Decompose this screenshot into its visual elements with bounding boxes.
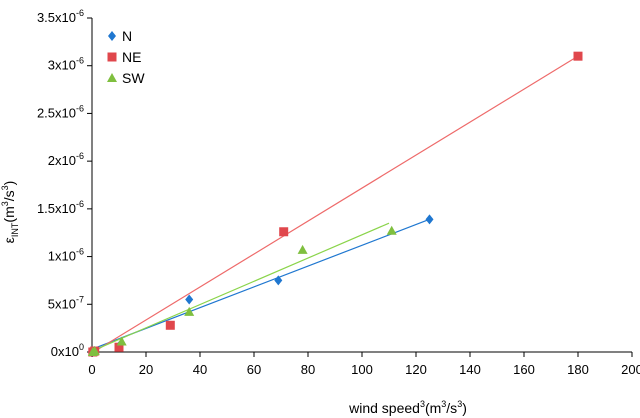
x-tick-label: 0	[88, 362, 95, 377]
y-ticks: 0x100 5x10-7 1x10-6 1.5x10-6 2x10-6 2.5x10-6 3…	[37, 8, 92, 359]
x-tick-label: 200	[621, 362, 640, 377]
x-tick-label: 100	[351, 362, 373, 377]
x-tick-label: 180	[567, 362, 589, 377]
legend: N NE SW	[107, 28, 145, 86]
y-tick-label: 2.5x10-6	[37, 103, 84, 120]
trend-lines	[91, 55, 579, 354]
x-tick-label: 120	[405, 362, 427, 377]
data-point-n	[425, 214, 434, 225]
axes	[91, 18, 632, 353]
y-tick-label: 1.5x10-6	[37, 199, 84, 216]
trend-line-ne	[91, 55, 579, 354]
data-point-ne	[279, 227, 289, 237]
trend-line-sw	[91, 222, 390, 352]
x-tick-label: 140	[459, 362, 481, 377]
data-point-ne	[114, 342, 124, 352]
legend-marker-n	[108, 31, 116, 41]
data-point-sw	[116, 336, 127, 346]
legend-marker-sw	[107, 73, 117, 82]
data-point-sw	[184, 306, 195, 316]
x-tick-label: 80	[301, 362, 315, 377]
legend-label-n: N	[122, 28, 132, 44]
data-point-sw	[297, 244, 308, 254]
data-point-sw	[89, 346, 100, 356]
data-point-ne	[573, 51, 583, 61]
y-tick-label: 5x10-7	[48, 294, 84, 311]
y-tick-label: 2x10-6	[48, 151, 84, 168]
x-axis-label: wind speed3(m3/s3)	[348, 399, 467, 416]
x-tick-label: 160	[513, 362, 535, 377]
x-tick-label: 40	[193, 362, 207, 377]
data-point-ne	[165, 320, 175, 330]
y-tick-label: 3x10-6	[48, 56, 84, 73]
x-tick-label: 20	[139, 362, 153, 377]
data-points	[87, 51, 583, 357]
y-tick-label: 1x10-6	[48, 247, 84, 264]
y-tick-label: 3.5x10-6	[37, 8, 84, 25]
x-tick-label: 60	[247, 362, 261, 377]
data-point-n	[274, 275, 283, 286]
legend-label-sw: SW	[122, 70, 145, 86]
legend-marker-ne	[107, 52, 117, 62]
data-point-n	[185, 294, 194, 305]
x-ticks: 0 20 40 60 80 100 120 140 160 180 200	[88, 352, 640, 377]
data-point-sw	[386, 225, 397, 235]
y-axis-label: εINT(m3/s3)	[0, 181, 20, 244]
y-tick-label: 0x100	[51, 342, 84, 359]
legend-label-ne: NE	[122, 49, 141, 65]
trend-line-n	[91, 218, 430, 350]
